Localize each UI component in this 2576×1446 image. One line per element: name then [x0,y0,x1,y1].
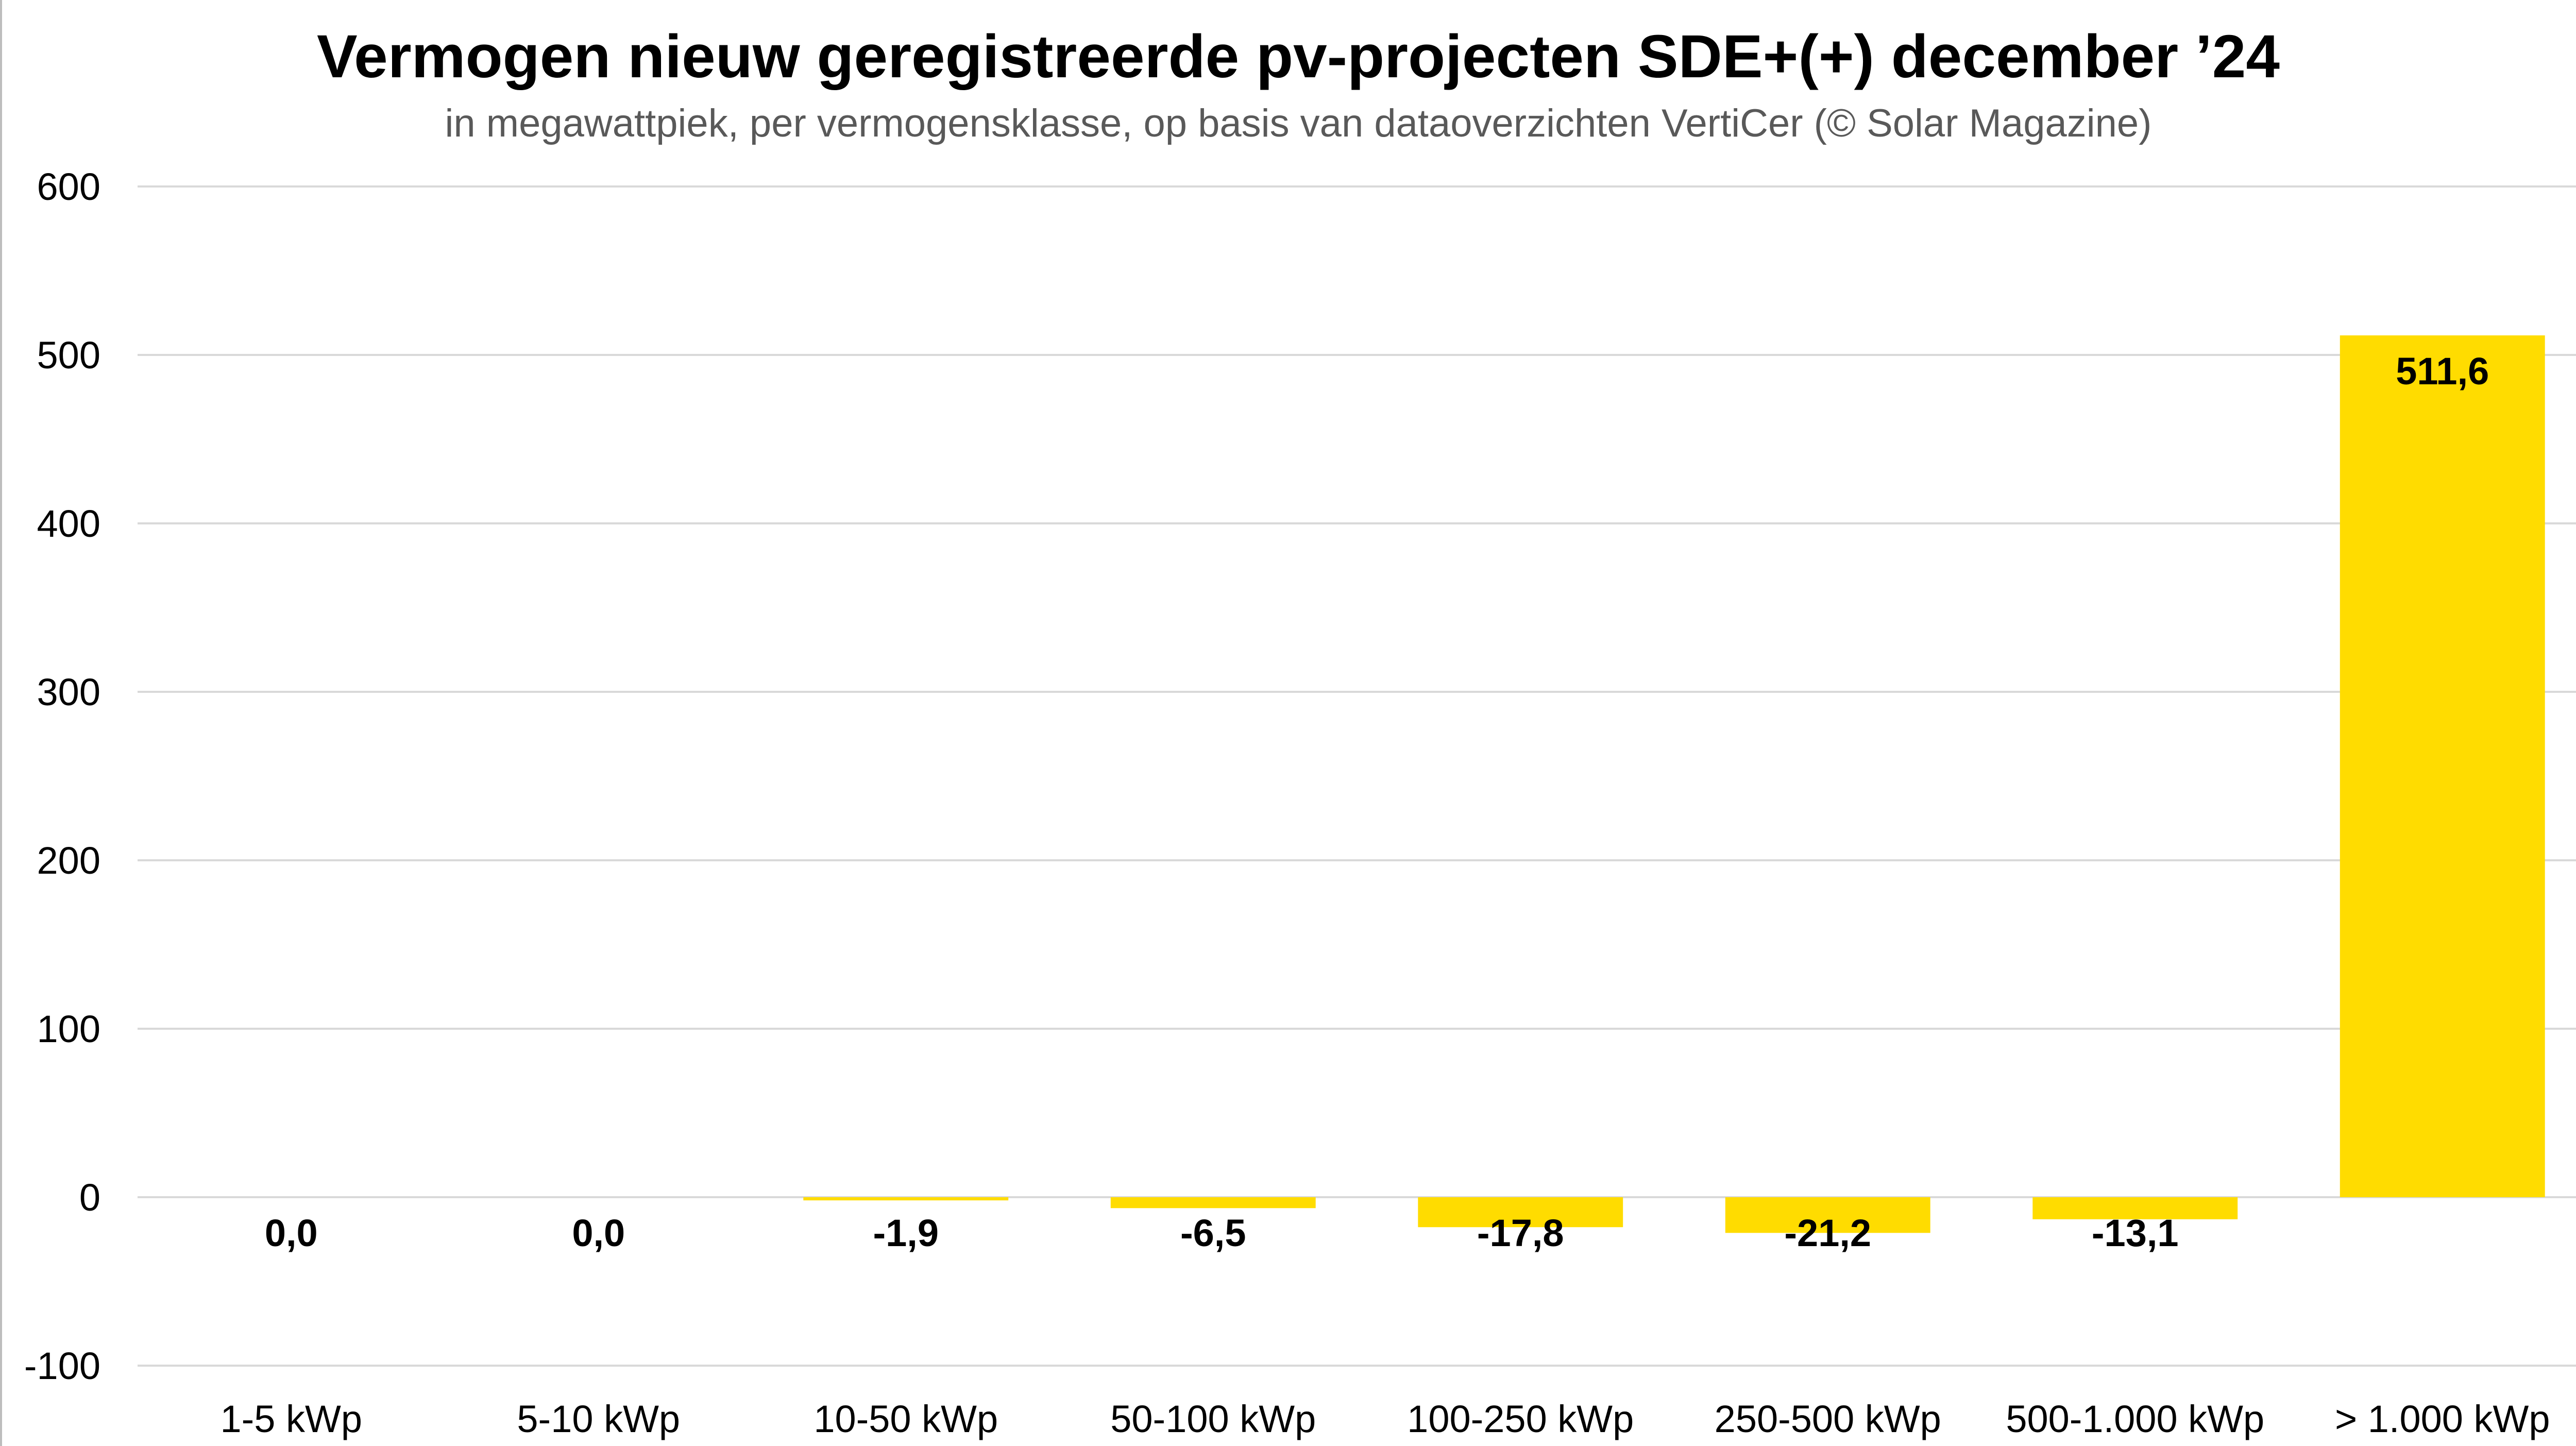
x-tick-label: 50-100 kWp [1110,1398,1316,1440]
y-tick-label: 0 [79,1176,100,1219]
x-tick-label: 10-50 kWp [814,1398,998,1440]
x-tick-label: 5-10 kWp [517,1398,680,1440]
y-tick-label: 400 [37,502,100,545]
data-label: -17,8 [1477,1212,1564,1254]
data-label: 511,6 [2396,350,2489,393]
data-label: -13,1 [2092,1212,2179,1254]
x-tick-label: 500-1.000 kWp [2006,1398,2264,1440]
y-tick-label: 600 [37,165,100,208]
bar [1725,1197,1930,1233]
y-tick-label: 500 [37,334,100,377]
x-tick-label: 250-500 kWp [1715,1398,1941,1440]
left-border [0,0,2,1446]
data-label: -6,5 [1180,1212,1246,1254]
bar [1110,1197,1316,1209]
data-label: 0,0 [265,1212,318,1254]
data-label: -21,2 [1784,1212,1871,1254]
bar [803,1197,1009,1201]
x-tick-label: 100-250 kWp [1407,1398,1634,1440]
y-tick-label: -100 [24,1345,100,1387]
data-label: -1,9 [873,1212,939,1254]
bar [2340,335,2545,1197]
chart-title: Vermogen nieuw geregistreerde pv-project… [317,23,2280,91]
bar [2032,1197,2238,1219]
y-tick-label: 300 [37,671,100,713]
bar [1418,1197,1623,1228]
data-label: 0,0 [572,1212,625,1254]
x-tick-label: 1-5 kWp [220,1398,362,1440]
y-tick-label: 100 [37,1008,100,1050]
chart-subtitle: in megawattpiek, per vermogensklasse, op… [445,101,2152,145]
y-tick-label: 200 [37,839,100,882]
x-tick-label: > 1.000 kWp [2335,1398,2550,1440]
